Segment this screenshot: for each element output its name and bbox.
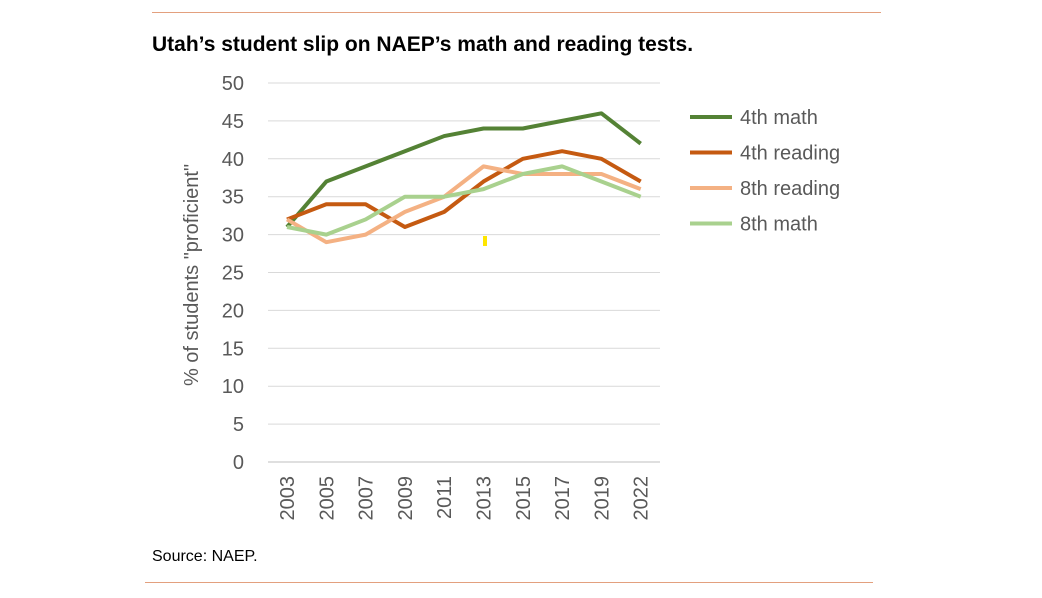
- x-tick-label: 2003: [277, 476, 299, 521]
- y-tick-label: 30: [222, 225, 244, 247]
- y-tick-label: 0: [233, 452, 244, 474]
- x-tick-label: 2017: [552, 476, 574, 521]
- series-line-4th-math: [285, 111, 642, 229]
- y-tick-label: 50: [222, 73, 244, 95]
- x-tick-label: 2015: [513, 476, 535, 521]
- y-axis-label: % of students "proficient": [181, 164, 203, 386]
- legend-label: 8th math: [740, 214, 818, 236]
- legend-label: 4th math: [740, 107, 818, 129]
- x-tick-label: 2011: [434, 476, 456, 519]
- series-line-8th-math: [286, 164, 642, 237]
- y-tick-label: 15: [222, 338, 244, 360]
- yellow-mark: [483, 236, 487, 246]
- x-tick-label: 2005: [316, 476, 338, 521]
- legend-label: 8th reading: [740, 178, 840, 200]
- top-rule: [152, 12, 881, 13]
- x-tick-label: 2009: [395, 476, 417, 521]
- bottom-rule: [145, 582, 873, 583]
- legend-label: 4th reading: [740, 143, 840, 165]
- x-tick-label: 2019: [591, 476, 613, 521]
- y-tick-label: 25: [222, 263, 244, 285]
- y-tick-label: 40: [222, 149, 244, 171]
- x-tick-label: 2022: [631, 476, 653, 521]
- y-tick-label: 35: [222, 187, 244, 209]
- y-tick-label: 45: [222, 111, 244, 133]
- source-note: Source: NAEP.: [152, 548, 258, 565]
- y-tick-label: 10: [222, 376, 244, 398]
- series-line-4th-reading: [286, 149, 642, 230]
- x-tick-label: 2013: [474, 476, 496, 521]
- y-tick-label: 5: [233, 414, 244, 436]
- x-tick-label: 2007: [356, 476, 378, 521]
- y-tick-label: 20: [222, 300, 244, 322]
- chart-title: Utah’s student slip on NAEP’s math and r…: [152, 33, 694, 56]
